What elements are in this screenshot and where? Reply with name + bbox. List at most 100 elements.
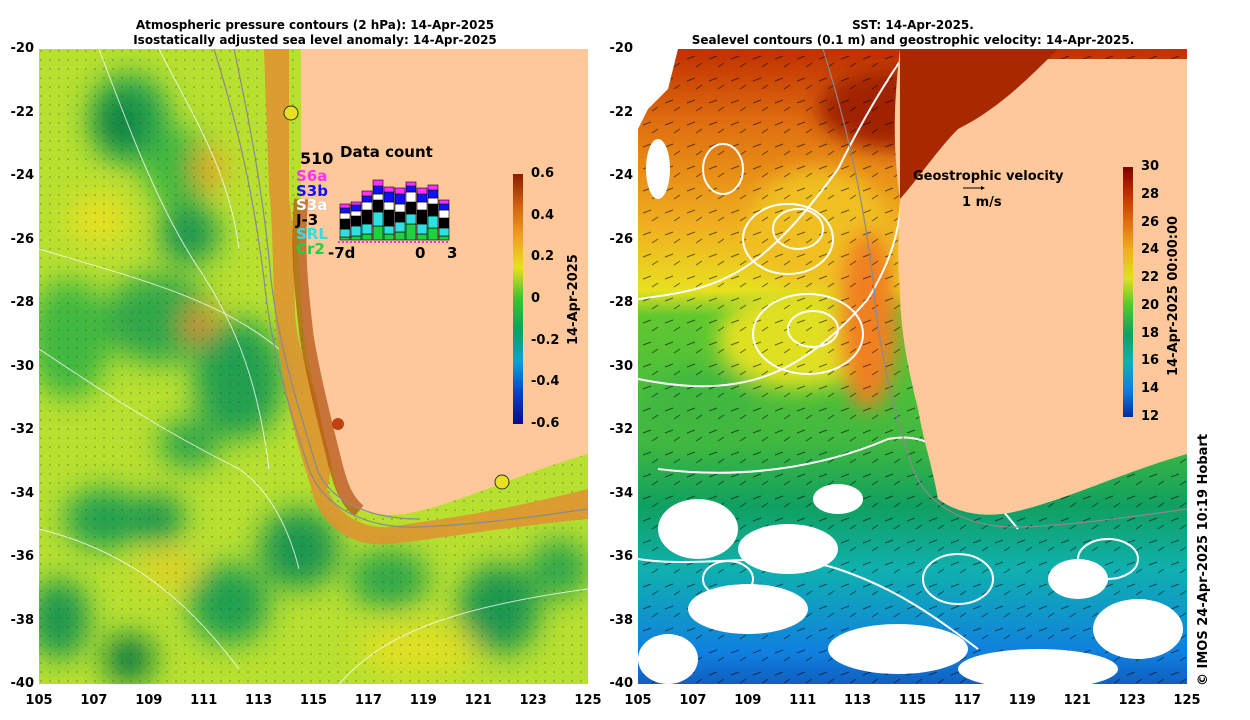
- lon-tick-label: 115: [898, 693, 927, 708]
- lat-tick-label: -30: [10, 358, 35, 374]
- data-count-bar: [339, 203, 351, 209]
- data-count-bar: [427, 215, 439, 229]
- data-count-bar: [383, 209, 395, 227]
- data-count-bar: [416, 223, 428, 235]
- colorbar-tick-label: 0: [531, 291, 541, 306]
- colorbar-tick-label: 0.4: [531, 207, 555, 223]
- lon-tick-label: 113: [245, 693, 273, 708]
- lon-tick-label: 111: [789, 693, 817, 708]
- velocity-legend-title: Geostrophic velocity: [913, 169, 1064, 184]
- data-count-bar: [427, 197, 439, 205]
- colorbar-tick-label: -0.2: [531, 332, 560, 348]
- lat-tick-label: -34: [10, 485, 35, 501]
- sst-map: [638, 49, 1187, 684]
- data-count-bar: [350, 235, 362, 241]
- data-count-bar: [405, 213, 417, 225]
- data-count-bar: [339, 236, 351, 241]
- satellite-label-s6a: S6a: [296, 167, 328, 185]
- data-count-bar: [405, 181, 417, 187]
- lat-tick-label: -32: [609, 422, 634, 437]
- satellite-label-s3a: S3a: [296, 196, 328, 214]
- data-count-bar: [405, 223, 417, 241]
- data-count-bar: [372, 199, 384, 213]
- data-count-bar: [350, 215, 362, 227]
- data-count-max: 510: [300, 149, 334, 168]
- data-count-bar: [339, 218, 351, 230]
- data-count-bar: [361, 195, 373, 203]
- data-count-bar: [394, 193, 406, 205]
- data-count-bar: [427, 227, 439, 241]
- data-count-bar: [405, 185, 417, 193]
- data-count-bar: [383, 225, 395, 235]
- data-count-bar: [339, 207, 351, 214]
- lat-tick-label: -38: [10, 612, 35, 628]
- data-count-bar: [416, 187, 428, 195]
- lat-tick-label: -22: [10, 104, 35, 120]
- lon-tick-label: 123: [1118, 693, 1146, 708]
- data-count-bar: [438, 235, 450, 241]
- data-count-bar: [394, 231, 406, 241]
- data-count-bar: [416, 233, 428, 241]
- colorbar-tick-label: -0.4: [531, 374, 560, 390]
- lon-tick-label: 113: [844, 693, 872, 708]
- data-count-bar: [438, 203, 450, 211]
- lat-tick-label: -36: [609, 549, 634, 564]
- sea-level-anomaly-map: [39, 49, 588, 684]
- lon-tick-label: 107: [80, 693, 108, 708]
- data-count-bar: [405, 201, 417, 215]
- lon-tick-label: 121: [1063, 693, 1091, 708]
- lat-tick-label: -36: [10, 549, 35, 564]
- lon-tick-label: 123: [519, 693, 547, 708]
- data-count-bar: [383, 191, 395, 203]
- data-count-bar: [350, 225, 362, 237]
- data-count-bar: [438, 209, 450, 219]
- data-count-bar: [416, 209, 428, 225]
- data-count-bar: [350, 210, 362, 217]
- data-count-bar: [339, 212, 351, 220]
- right-colorbar: [1123, 167, 1133, 417]
- lat-tick-label: -34: [609, 485, 634, 501]
- lat-tick-label: -20: [609, 41, 634, 56]
- colorbar-tick-label: 14: [1141, 381, 1160, 397]
- lat-tick-label: -26: [609, 231, 634, 247]
- lat-tick-label: -20: [10, 41, 35, 56]
- data-count-bar: [350, 204, 362, 212]
- lon-tick-label: 105: [25, 693, 53, 708]
- data-count-bar: [416, 193, 428, 203]
- lat-tick-label: -26: [10, 231, 35, 247]
- data-count-axis-right: 3: [447, 244, 458, 262]
- data-count-bar: [383, 201, 395, 211]
- lon-tick-label: 111: [190, 693, 218, 708]
- lat-tick-label: -30: [609, 358, 634, 374]
- left-title-line2: Isostatically adjusted sea level anomaly…: [133, 33, 497, 47]
- left-colorbar-label: 14-Apr-2025: [566, 254, 581, 345]
- data-count-bar: [427, 184, 439, 191]
- colorbar-tick-label: 16: [1141, 353, 1160, 369]
- data-count-bar: [361, 233, 373, 241]
- data-count-bar: [372, 211, 384, 227]
- colorbar-tick-label: 26: [1141, 214, 1160, 230]
- data-count-bar: [427, 189, 439, 199]
- data-count-bar: [438, 199, 450, 205]
- lat-tick-label: -24: [609, 168, 634, 183]
- colorbar-tick-label: -0.6: [531, 416, 560, 431]
- data-count-bar: [372, 225, 384, 241]
- lat-tick-label: -40: [10, 676, 35, 691]
- lat-tick-label: -24: [10, 168, 35, 183]
- colorbar-tick-label: 12: [1141, 409, 1160, 424]
- data-count-bar: [394, 211, 406, 223]
- imos-credit: © IMOS 24-Apr-2025 10:19 Hobart: [1196, 433, 1211, 686]
- data-count-bar: [438, 217, 450, 229]
- data-count-bar: [383, 233, 395, 241]
- data-count-bar: [372, 179, 384, 187]
- colorbar-tick-label: 0.2: [531, 249, 555, 265]
- data-count-bar: [372, 193, 384, 201]
- lon-tick-label: 119: [1008, 693, 1036, 708]
- lat-tick-label: -38: [609, 612, 634, 628]
- data-count-bar: [339, 228, 351, 238]
- lon-tick-label: 109: [135, 693, 163, 708]
- data-count-bars: [338, 179, 450, 243]
- lon-tick-label: 121: [464, 693, 492, 708]
- data-count-bar: [405, 191, 417, 203]
- data-count-axis-zero: 0: [415, 244, 426, 262]
